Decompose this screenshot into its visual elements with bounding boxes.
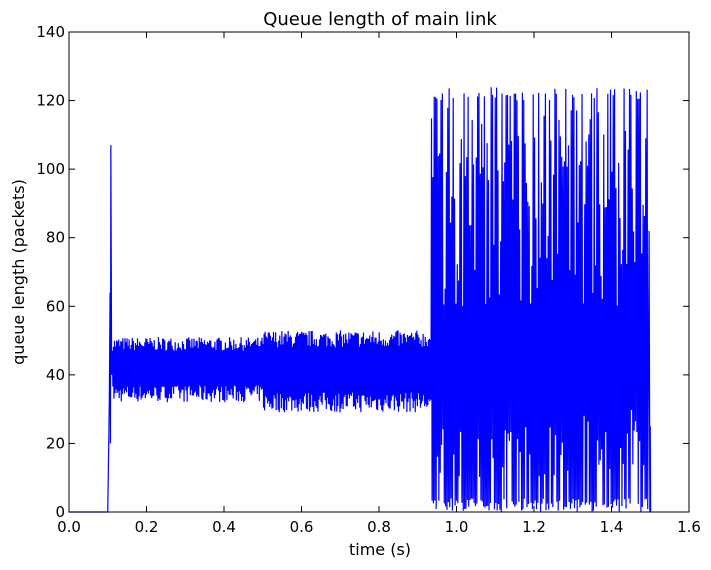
- x-tick-label: 0.8: [367, 518, 391, 536]
- chart-title: Queue length of main link: [263, 9, 497, 30]
- y-axis: 0 20 40 60 80 100 120 140: [36, 23, 689, 521]
- x-tick-label: 1.6: [677, 518, 701, 536]
- x-tick-label: 0.4: [212, 518, 236, 536]
- y-tick-label: 40: [46, 366, 65, 384]
- x-tick-label: 1.0: [445, 518, 469, 536]
- x-axis-label: time (s): [349, 540, 411, 559]
- y-tick-label: 60: [46, 297, 65, 315]
- y-axis-label: queue length (packets): [9, 179, 28, 365]
- x-tick-label: 1.2: [522, 518, 546, 536]
- y-tick-label: 120: [36, 92, 65, 110]
- plot-area: [69, 87, 652, 513]
- y-tick-label: 80: [46, 229, 65, 247]
- x-tick-label: 0.2: [135, 518, 159, 536]
- x-tick-label: 0.0: [57, 518, 81, 536]
- y-tick-label: 0: [55, 503, 65, 521]
- y-tick-label: 100: [36, 160, 65, 178]
- y-tick-label: 140: [36, 23, 65, 41]
- series-line-queue-length: [69, 87, 652, 513]
- x-axis: 0.0 0.2 0.4 0.6 0.8 1.0 1.2 1.4 1.6: [57, 32, 701, 536]
- y-tick-label: 20: [46, 434, 65, 452]
- x-tick-label: 1.4: [600, 518, 624, 536]
- x-tick-label: 0.6: [290, 518, 314, 536]
